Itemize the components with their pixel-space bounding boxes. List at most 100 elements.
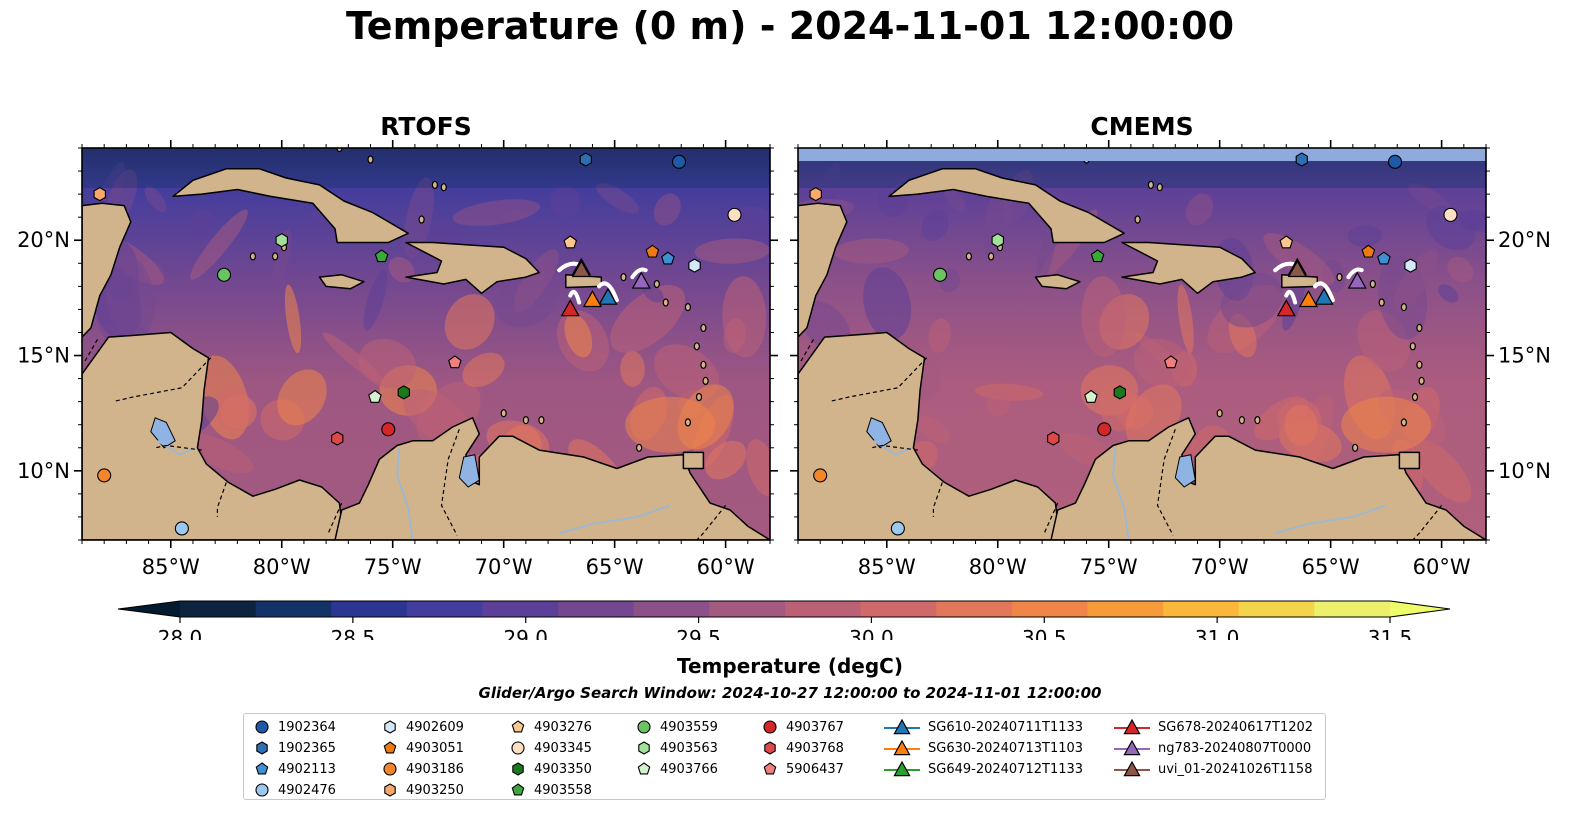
land-mass [1050, 417, 1486, 540]
argo-float-1902365 [1295, 152, 1308, 167]
argo-float-4903767 [1097, 422, 1112, 437]
legend-symbol [384, 783, 396, 797]
argo-float-4903250 [93, 186, 106, 202]
temperature-patch [722, 276, 767, 358]
colorbar-segment [633, 601, 710, 617]
legend-label: 5906437 [786, 761, 844, 777]
legend-item-uvi_01-20241026T1158: uvi_01-20241026T1158 [1114, 759, 1312, 779]
map-frame [81, 147, 771, 541]
temperature-patch [277, 369, 327, 426]
lat-tick-label: 20°N [1498, 228, 1551, 252]
legend-symbol [764, 741, 776, 755]
legend-marker-uvi_01-20241026T1158 [1114, 760, 1150, 777]
island [522, 416, 530, 425]
temperature-patch [284, 284, 302, 354]
legend-symbol [256, 741, 268, 755]
colorbar-segment [1011, 601, 1089, 617]
legend-item-4902609: 4902609 [382, 717, 464, 737]
temperature-patch [1186, 193, 1213, 226]
argo-float-4902113 [1377, 251, 1391, 265]
lat-tick-label: 15°N [17, 344, 70, 368]
colorbar-tick-label: 30.5 [1022, 626, 1067, 640]
legend-item-SG630-20240713T1103: SG630-20240713T1103 [884, 738, 1083, 758]
legend-marker-4903767 [763, 720, 777, 734]
legend-item-4903767: 4903767 [762, 717, 844, 737]
argo-float-4903186 [813, 468, 828, 483]
island [987, 252, 995, 261]
legend-triangle [1123, 739, 1141, 756]
legend-symbol [511, 783, 525, 796]
temperature-patch [513, 249, 559, 313]
colorbar-tick-label: 31.5 [1368, 626, 1413, 640]
argo-float-4903768 [1047, 431, 1060, 446]
argo-float-4903350 [397, 385, 410, 400]
lon-tick-label: 75°W [1080, 555, 1138, 579]
argo-float-4902476 [174, 521, 189, 536]
island [965, 252, 973, 261]
island [440, 183, 447, 192]
colorbar-segment [255, 601, 332, 617]
country-border [155, 444, 202, 451]
legend-symbol [637, 762, 651, 775]
temperature-patch [943, 186, 966, 213]
glider-uvi_01-20241026T1158 [1287, 259, 1307, 278]
legend-marker-SG610-20240711T1133 [884, 718, 920, 735]
temperature-patch [1284, 404, 1318, 446]
legend-label: 4903767 [786, 719, 844, 735]
legend-label: 4902476 [278, 782, 336, 798]
island [1238, 416, 1246, 425]
argo-float-1902364 [671, 154, 687, 169]
island [418, 215, 425, 224]
lon-tick-label: 85°W [858, 555, 916, 579]
legend-marker-4902609 [384, 720, 396, 734]
legend-item-5906437: 5906437 [762, 759, 844, 779]
argo-float-4903767 [381, 422, 396, 437]
temperature-patch [694, 238, 770, 264]
argo-float-4903345 [727, 207, 742, 222]
island [1409, 342, 1416, 351]
island [653, 279, 660, 289]
island [1416, 323, 1423, 332]
legend-triangle [1123, 718, 1141, 735]
country-border [871, 444, 918, 451]
legend-marker-4903559 [637, 720, 651, 734]
lon-tick-label: 70°W [1191, 555, 1249, 579]
legend-item-4903768: 4903768 [762, 738, 844, 758]
river [1112, 447, 1130, 540]
river [1274, 504, 1387, 534]
legend-marker-4903563 [638, 741, 650, 755]
lat-tick-label: 10°N [17, 459, 70, 483]
temperature-patch [1341, 396, 1432, 453]
legend-label: 4903558 [534, 782, 592, 798]
land-mass [798, 202, 848, 338]
lon-tick-label: 80°W [253, 555, 311, 579]
colorbar-segment [1163, 601, 1240, 617]
island [1254, 416, 1261, 425]
search-window-caption: Glider/Argo Search Window: 2024-10-27 12… [478, 684, 1102, 702]
argo-float-5906437 [1164, 355, 1178, 369]
argo-float-4903345 [1443, 207, 1458, 222]
legend-item-4903559: 4903559 [636, 717, 718, 737]
legend-label: 4903559 [660, 719, 718, 735]
lat-tick-label: 20°N [17, 228, 70, 252]
colorbar-tick-label: 29.0 [503, 626, 548, 640]
legend-symbol [383, 762, 397, 776]
land-mass [1398, 451, 1421, 470]
temperature-patch [444, 294, 495, 350]
lon-tick-label: 65°W [586, 555, 644, 579]
argo-float-4903766 [1084, 389, 1098, 403]
legend-label: 4903276 [534, 719, 592, 735]
temperature-patch [1412, 439, 1472, 503]
colorbar-segment [406, 601, 484, 617]
lon-tick-label: 80°W [969, 555, 1027, 579]
land-mass [82, 202, 132, 338]
argo-float-1902365 [579, 152, 592, 167]
legend-item-4903345: 4903345 [510, 738, 592, 758]
legend-label: 4903345 [534, 740, 592, 756]
temperature-patch [564, 313, 593, 358]
legend-symbol [512, 762, 524, 776]
legend-triangle [1123, 760, 1141, 777]
temperature-patch [863, 267, 912, 340]
island [1156, 183, 1163, 192]
legend-item-4903350: 4903350 [510, 759, 592, 779]
